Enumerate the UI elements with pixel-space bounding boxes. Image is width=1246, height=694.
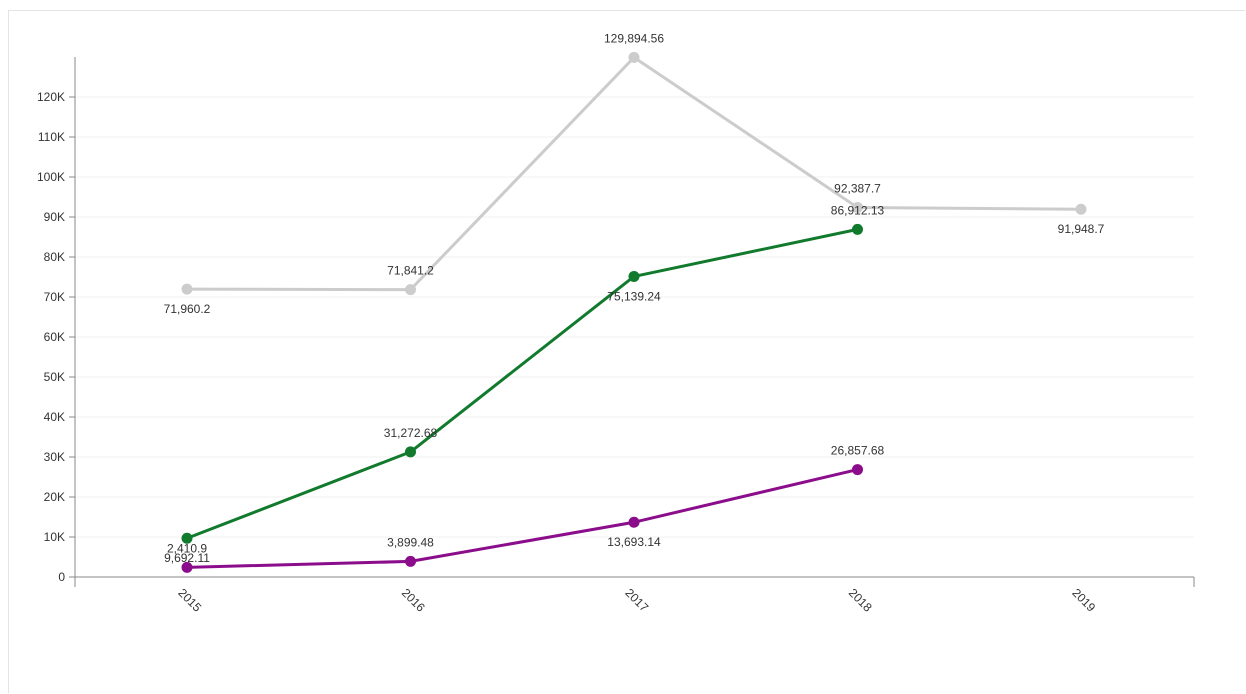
x-tick-label: 2018: [846, 586, 875, 615]
y-tick-label: 20K: [44, 490, 65, 504]
data-labels: 71,960.2 71,841.2 129,894.56 92,387.7 91,948…: [164, 31, 1105, 565]
data-point: [628, 51, 640, 63]
y-tick-label: 10K: [44, 530, 65, 544]
data-label: 92,387.7: [834, 181, 881, 195]
data-point: [405, 446, 416, 458]
y-tick-label: 30K: [44, 450, 65, 464]
data-label: 9,692.11: [164, 551, 210, 565]
y-tick-label: 90K: [44, 210, 65, 224]
y-axis-ticks: 0 10K 20K 30K 40K 50K 60K 70K 80K 90K 100K 110K 120K: [37, 90, 75, 584]
y-tick-label: 60K: [44, 330, 65, 344]
data-label: 75,139.24: [607, 289, 661, 303]
y-tick-label: 40K: [44, 410, 65, 424]
data-label: 13,693.14: [607, 535, 661, 549]
series-layer: [181, 51, 1087, 573]
data-label: 71,841.2: [387, 264, 434, 278]
y-tick-label: 120K: [37, 90, 65, 104]
x-tick-label: 2015: [175, 586, 204, 615]
data-point: [405, 555, 416, 567]
y-tick-label: 100K: [37, 170, 65, 184]
data-point: [628, 270, 640, 282]
data-point: [1075, 203, 1087, 215]
x-axis-ticks: 2015 2016 2017 2018 2019: [175, 586, 1098, 615]
series-line: [185, 468, 859, 569]
data-label: 91,948.7: [1058, 222, 1105, 236]
data-point: [405, 284, 416, 296]
x-tick-label: 2019: [1069, 586, 1098, 615]
axes: [74, 57, 1195, 587]
data-point: [852, 464, 863, 476]
y-tick-label: 70K: [44, 290, 65, 304]
data-point: [181, 532, 193, 544]
y-tick-label: 0: [58, 570, 65, 584]
grid-lines: [75, 96, 1194, 538]
data-point: [852, 201, 863, 213]
data-point: [628, 516, 640, 528]
y-tick-label: 80K: [44, 250, 65, 264]
series-line: [185, 227, 859, 540]
data-label: 71,960.2: [164, 302, 211, 316]
data-point: [852, 223, 863, 235]
y-tick-label: 110K: [38, 130, 65, 144]
data-point: [181, 283, 193, 295]
series-line: [185, 55, 1083, 292]
data-label: 2,410.9: [167, 541, 207, 555]
data-label: 86,912.13: [831, 203, 885, 217]
x-tick-label: 2016: [399, 586, 428, 615]
data-label: 3,899.48: [387, 535, 434, 549]
data-point: [181, 561, 193, 573]
x-tick-label: 2017: [622, 586, 651, 615]
y-tick-label: 50K: [44, 370, 65, 384]
data-label: 26,857.68: [831, 444, 885, 458]
chart-frame: [8, 10, 1245, 693]
data-label: 129,894.56: [604, 31, 664, 45]
data-label: 31,272.68: [384, 426, 438, 440]
